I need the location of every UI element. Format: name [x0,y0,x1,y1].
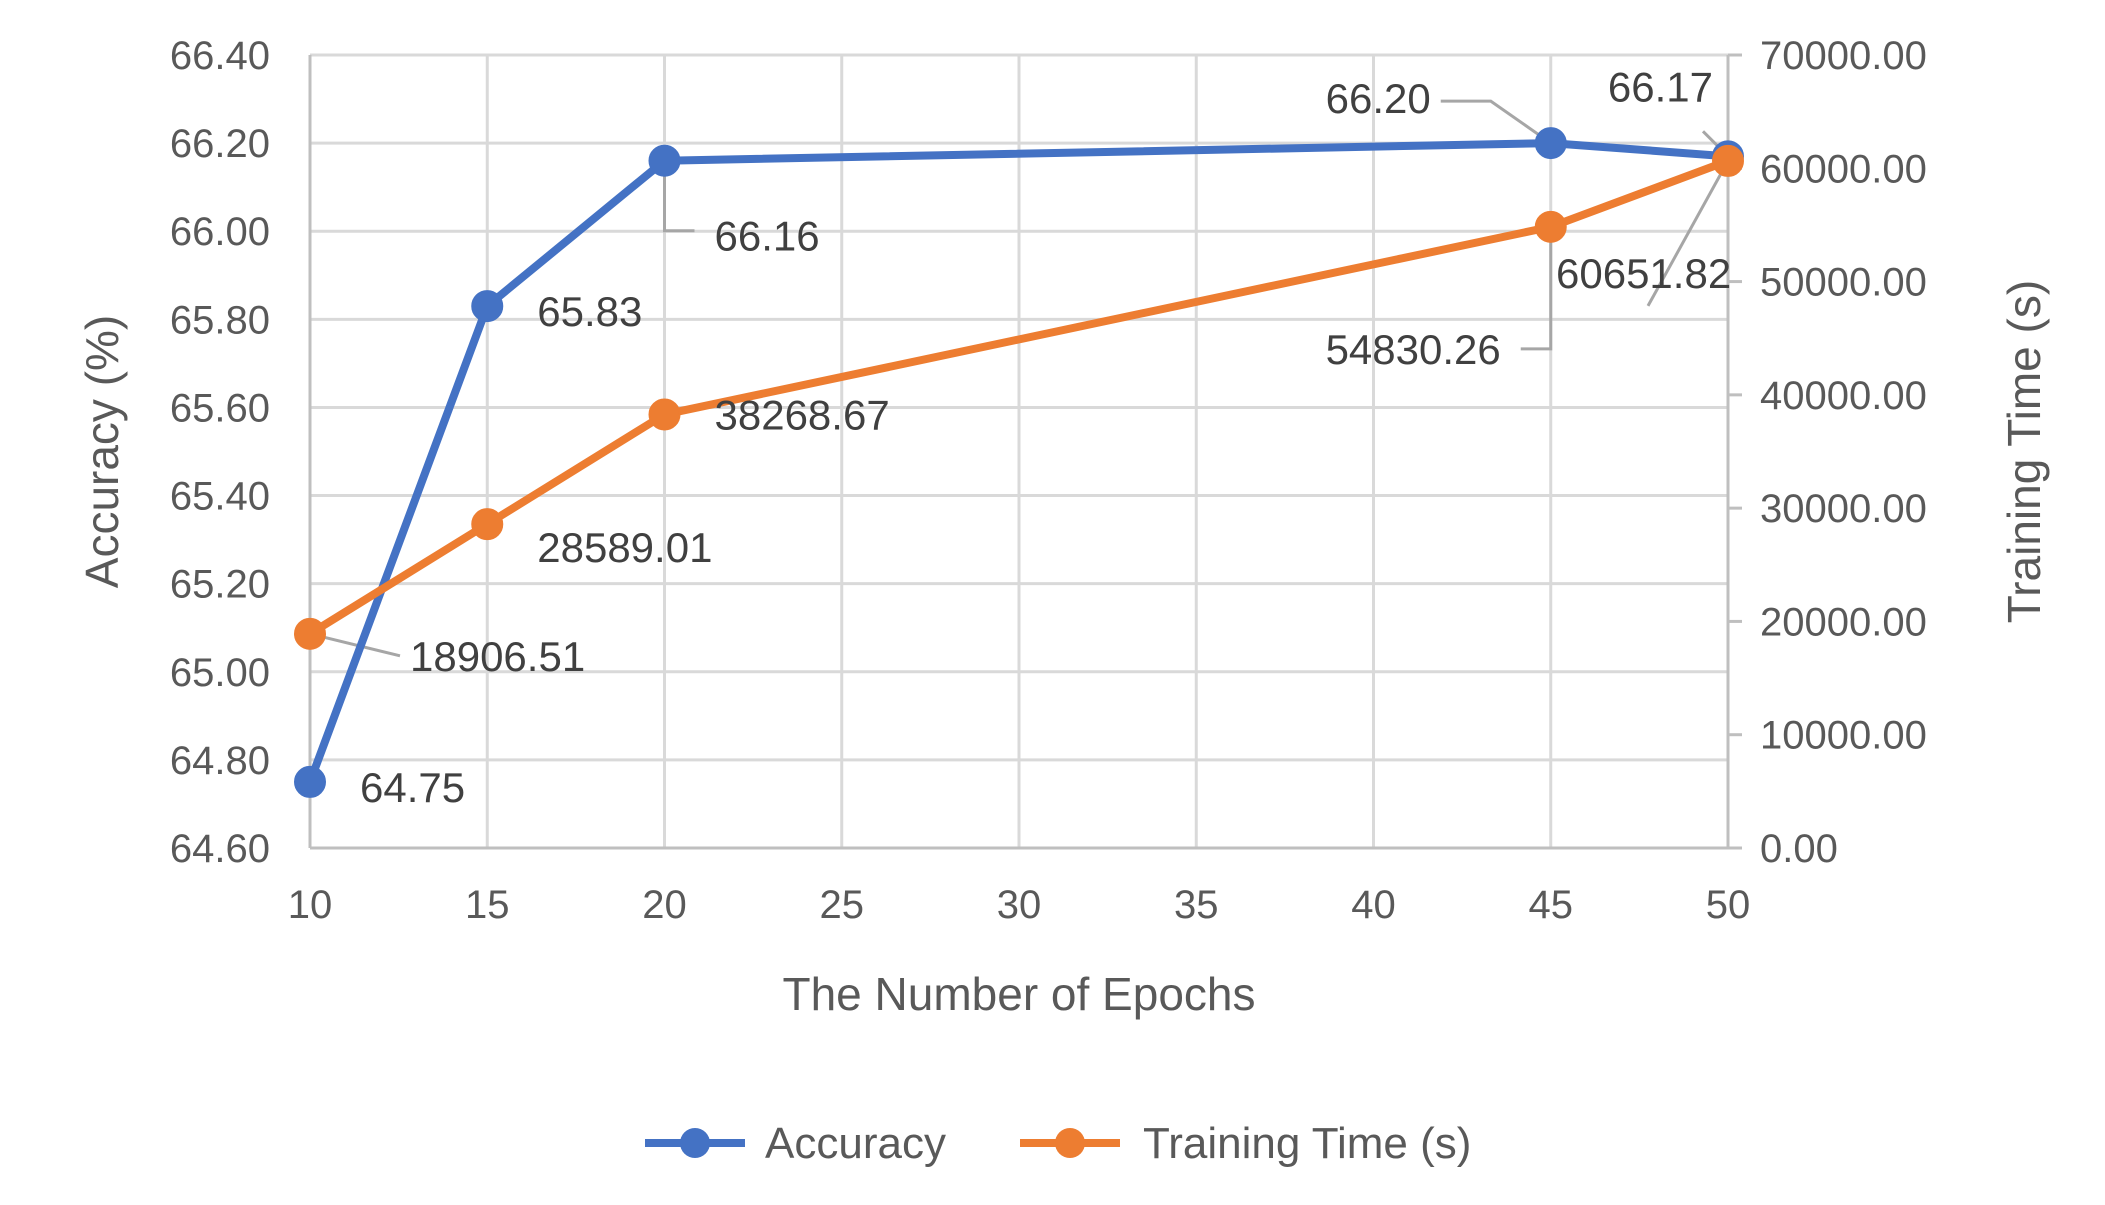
data-point [1534,210,1567,243]
x-axis-title: The Number of Epochs [782,968,1255,1020]
data-point [648,144,681,177]
y-right-tick-label: 70000.00 [1760,34,1927,78]
data-label: 64.75 [360,764,465,811]
data-label-leader [663,168,695,233]
series-training-time [294,144,1744,650]
data-label: 60651.82 [1556,250,1731,297]
legend-label: Accuracy [765,1119,946,1168]
y-left-tick-label: 65.40 [170,475,270,519]
data-label-leader [1440,99,1552,145]
data-label-leader [1520,234,1553,351]
label-layer: 64.75 65.83 66.16 66.20 66.17 18906.51 28589.0… [360,63,1731,811]
y-left-tick-label: 64.60 [170,827,270,871]
data-point [471,508,504,541]
data-point [471,290,504,323]
data-label: 18906.51 [410,633,585,680]
y-right-axis-title: Training Time (s) [1998,280,2050,623]
x-tick-label: 30 [997,883,1042,927]
data-label: 54830.26 [1326,326,1501,373]
data-label: 66.16 [715,213,820,260]
y-left-axis-title: Accuracy (%) [76,315,128,588]
data-label: 66.20 [1326,75,1431,122]
legend: Accuracy Training Time (s) [645,1119,1471,1168]
data-label: 38268.67 [715,391,890,438]
data-label-leader [1646,160,1730,307]
legend-swatch-marker [680,1128,710,1158]
y-right-tick-label: 40000.00 [1760,374,1927,418]
y-right-tick-label: 0.00 [1760,827,1838,871]
legend-swatch-marker [1055,1128,1085,1158]
data-point [1534,127,1567,160]
data-point [294,617,326,650]
x-tick-label: 45 [1529,883,1574,927]
series-layer [294,127,1744,798]
x-tick-label: 10 [288,883,333,927]
y-right-tick-label: 50000.00 [1760,261,1927,305]
y-right-tick-label: 20000.00 [1760,600,1927,644]
x-tick-label: 40 [1351,883,1396,927]
y-left-tick-label: 64.80 [170,739,270,783]
legend-label: Training Time (s) [1143,1119,1471,1168]
y-left-tick-label: 65.80 [170,298,270,342]
data-point [294,765,326,798]
legend-item-accuracy: Accuracy [645,1119,946,1168]
y-left-tick-label: 66.40 [170,34,270,78]
y-left-tick-label: 66.20 [170,122,270,166]
axis-layer: 64.60 64.80 65.00 65.20 65.40 65.60 65.80 66.00… [76,34,2050,1020]
data-point [648,398,681,431]
y-right-tick-label: 60000.00 [1760,147,1927,191]
x-tick-label: 20 [642,883,687,927]
data-label: 65.83 [537,288,642,335]
y-right-tick-label: 30000.00 [1760,487,1927,531]
x-tick-label: 15 [465,883,510,927]
data-label: 66.17 [1608,63,1713,110]
data-point [1712,144,1744,177]
legend-item-training-time: Training Time (s) [1020,1119,1471,1168]
x-tick-label: 50 [1706,883,1751,927]
y-left-tick-label: 65.00 [170,651,270,695]
data-label: 28589.01 [537,524,712,571]
x-tick-label: 25 [820,883,865,927]
x-tick-label: 35 [1174,883,1219,927]
y-left-tick-label: 65.20 [170,563,270,607]
y-left-tick-label: 65.60 [170,386,270,430]
y-right-tick-label: 10000.00 [1760,714,1927,758]
y-left-tick-label: 66.00 [170,210,270,254]
grid-layer [310,53,1730,848]
